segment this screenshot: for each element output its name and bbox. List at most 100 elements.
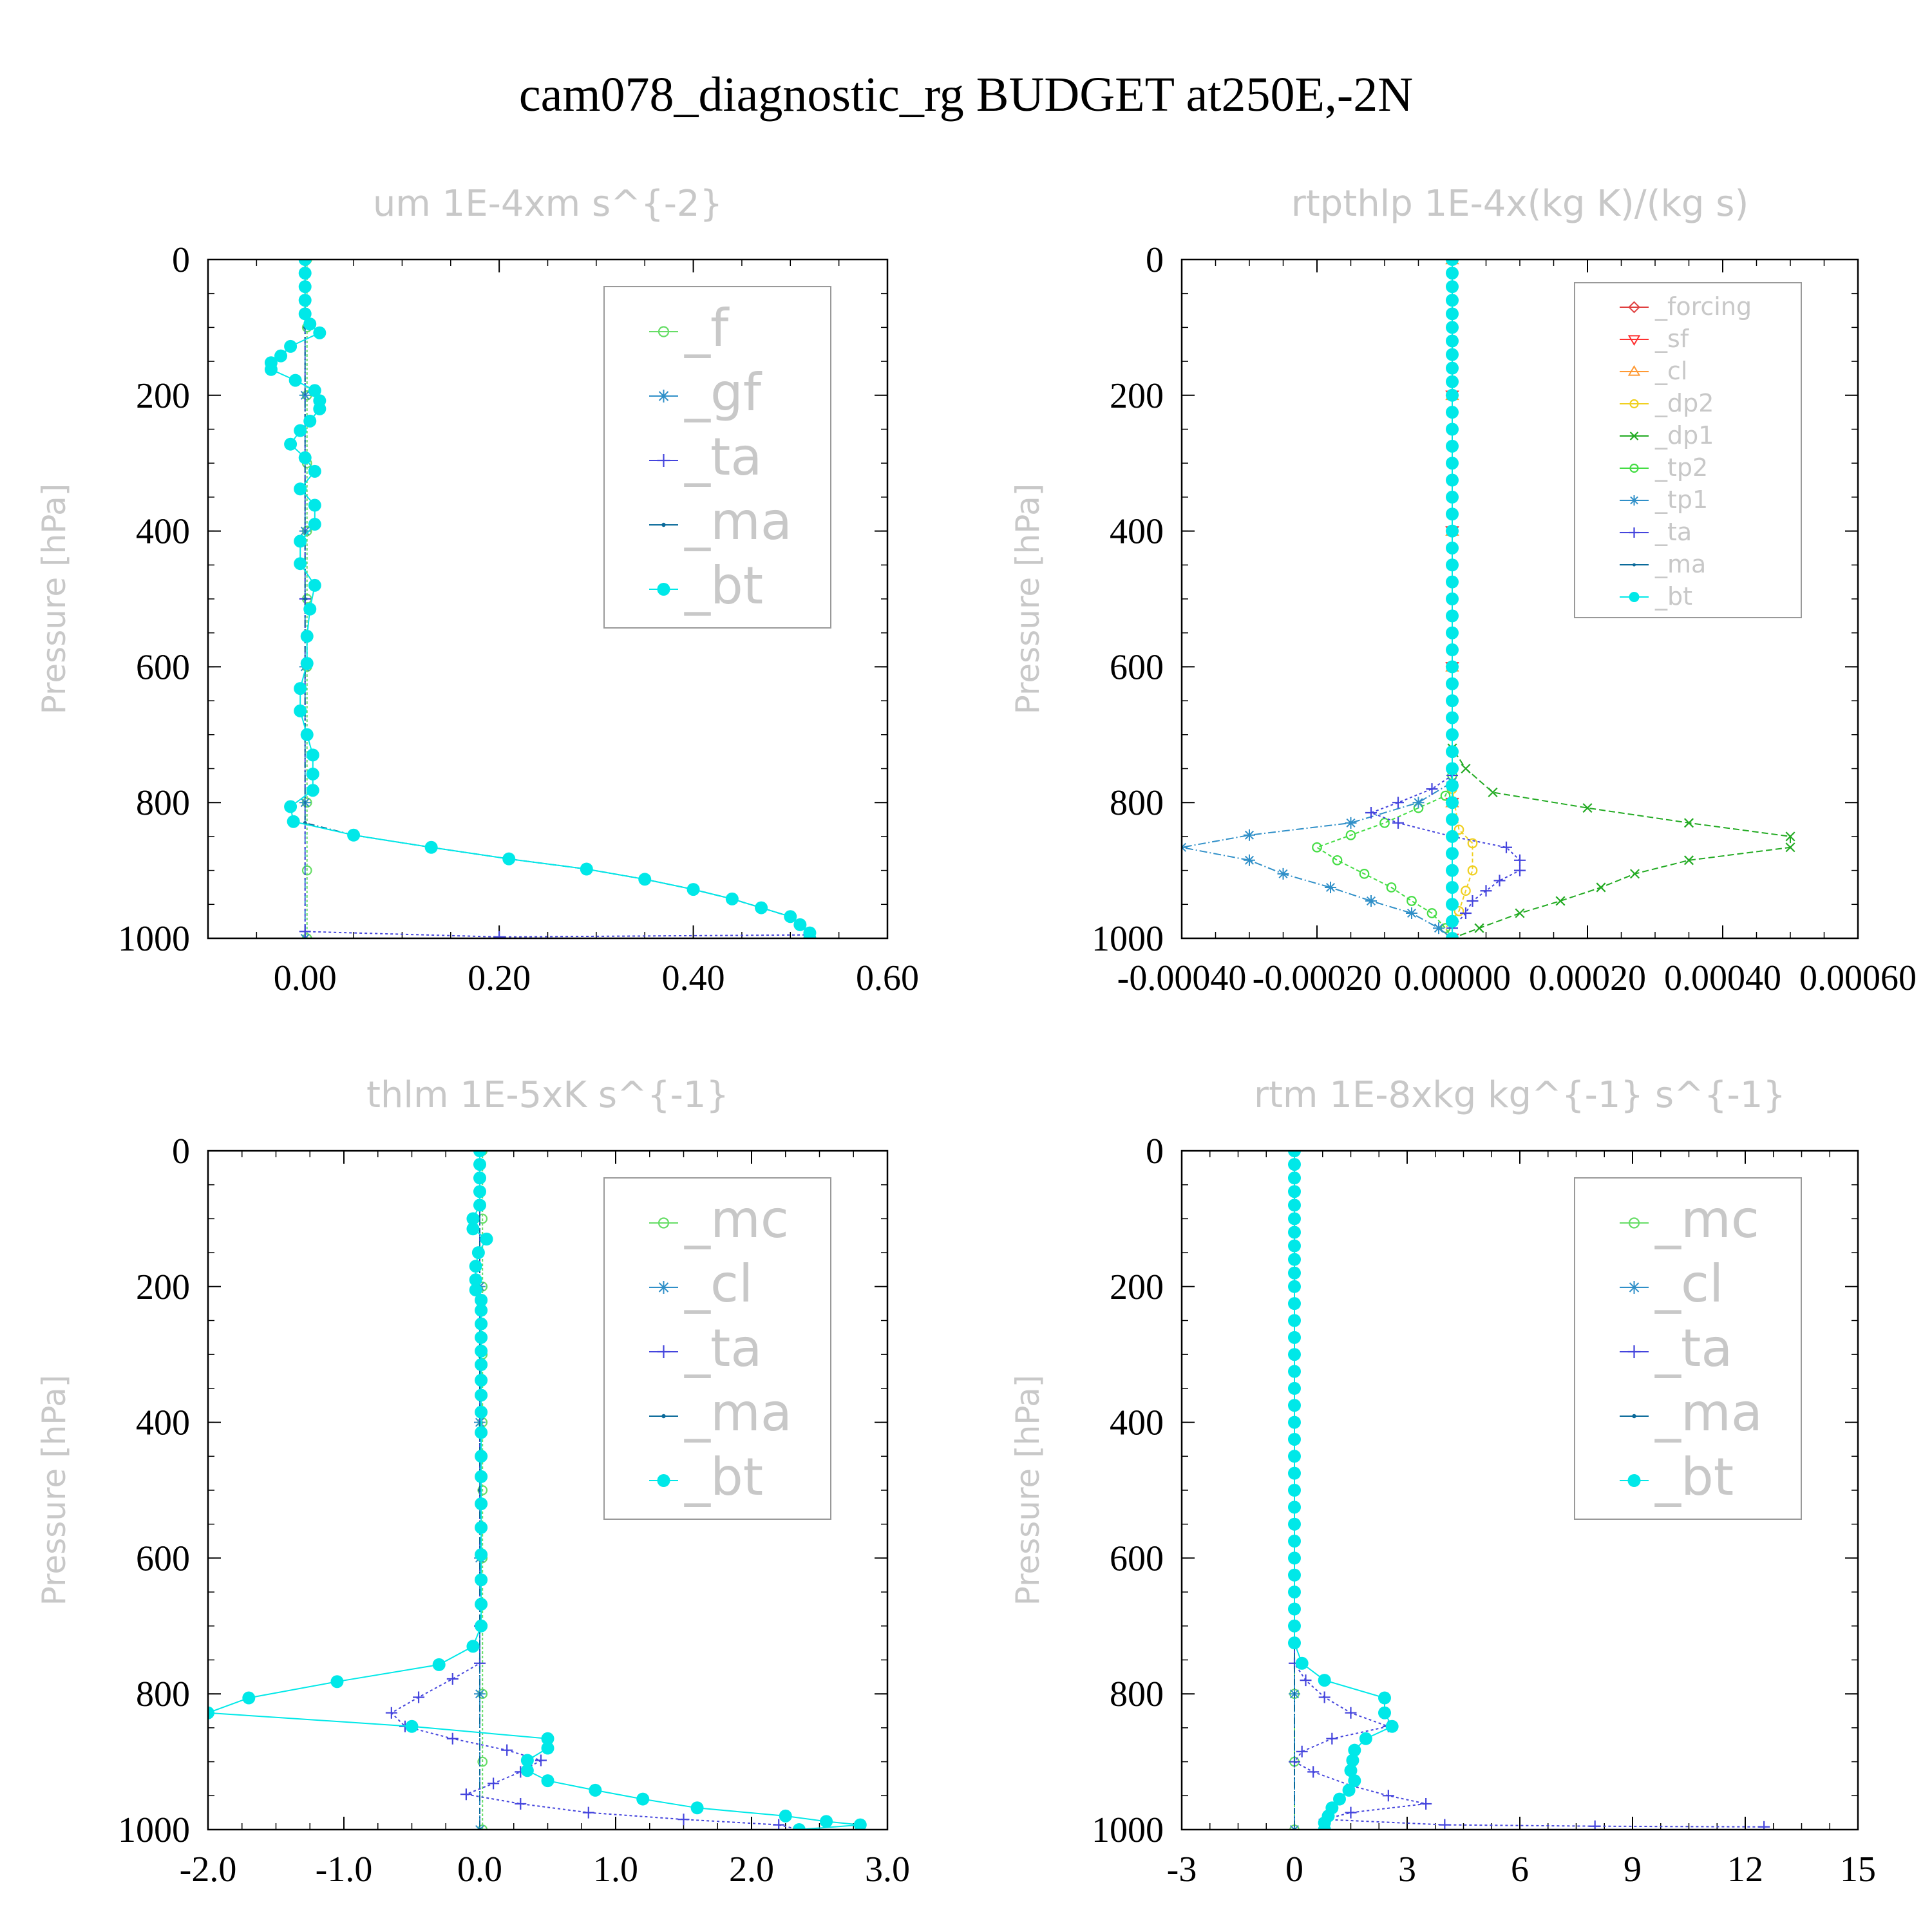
- data-point: [1474, 923, 1484, 933]
- series-group: [264, 260, 817, 938]
- legend-label: _cl: [684, 1254, 753, 1314]
- data-point: [208, 1706, 214, 1719]
- x-tick-label: 15: [1840, 1850, 1876, 1889]
- data-point: [520, 1764, 534, 1777]
- data-point: [1345, 1806, 1357, 1819]
- data-point: [1296, 1745, 1308, 1757]
- data-point: [1426, 783, 1438, 795]
- legend-marker: [1629, 463, 1639, 473]
- y-axis-label: Pressure [hPa]: [1009, 1375, 1046, 1606]
- legend-item-mc: _mc: [649, 1189, 789, 1249]
- data-point: [1446, 711, 1459, 724]
- data-point: [1342, 1783, 1356, 1797]
- legend-item-dp1: _dp1: [1620, 421, 1714, 450]
- x-tick-label: 9: [1624, 1850, 1642, 1889]
- data-point: [1288, 1568, 1301, 1582]
- data-point: [446, 1673, 459, 1685]
- data-point: [541, 1774, 554, 1788]
- data-point: [853, 1818, 867, 1830]
- data-point: [1446, 677, 1459, 690]
- data-point: [466, 1640, 480, 1653]
- x-tick-label: 2.0: [729, 1850, 774, 1889]
- data-point: [300, 728, 314, 741]
- legend-marker: [1632, 1414, 1636, 1419]
- data-point: [1288, 1314, 1301, 1327]
- data-point: [1412, 797, 1425, 809]
- data-point: [475, 1388, 488, 1402]
- data-point: [475, 1293, 488, 1307]
- data-point: [473, 1171, 486, 1185]
- data-point: [475, 1303, 488, 1317]
- data-point: [1446, 575, 1459, 589]
- data-point: [1446, 294, 1459, 307]
- y-tick-label: 0: [1146, 240, 1164, 280]
- data-point: [1446, 864, 1459, 877]
- legend-item-dp2: _dp2: [1620, 389, 1714, 417]
- data-point: [1454, 824, 1464, 835]
- series-bt: [208, 1151, 867, 1830]
- legend: _mc_cl_ta_ma_bt: [603, 1177, 831, 1520]
- data-point: [1515, 908, 1525, 918]
- data-point: [298, 307, 312, 321]
- x-tick-label: 0.00020: [1529, 958, 1646, 998]
- data-point: [1378, 1706, 1391, 1719]
- data-point: [1446, 660, 1459, 674]
- legend-label: _mc: [684, 1189, 789, 1249]
- data-point: [1446, 829, 1459, 843]
- data-point: [1446, 457, 1459, 470]
- data-point: [690, 1801, 704, 1815]
- legend-item-ta: _ta: [649, 427, 762, 487]
- data-point: [1288, 1517, 1301, 1531]
- data-point: [475, 1573, 488, 1587]
- legend-label: _cl: [1654, 357, 1687, 385]
- x-tick-label: 0.00040: [1664, 958, 1781, 998]
- data-point: [1596, 882, 1606, 893]
- data-point: [1446, 847, 1459, 860]
- legend-marker: [1627, 1345, 1641, 1358]
- legend-label: _ma: [1654, 1383, 1763, 1443]
- data-point: [1346, 1754, 1359, 1767]
- data-point: [1420, 1797, 1432, 1810]
- data-point: [469, 1260, 482, 1273]
- data-point: [294, 482, 307, 496]
- data-point: [473, 1151, 486, 1157]
- data-point: [1332, 855, 1343, 866]
- data-point: [1348, 1743, 1361, 1757]
- data-point: [1514, 864, 1526, 876]
- data-point: [475, 1374, 488, 1387]
- data-point: [475, 1358, 488, 1372]
- data-point: [1295, 1656, 1309, 1670]
- data-point: [677, 1814, 690, 1826]
- data-point: [1288, 1450, 1301, 1463]
- legend-marker: [1629, 431, 1639, 440]
- y-tick-label: 400: [1110, 512, 1164, 552]
- data-point: [1446, 422, 1459, 436]
- series-group: [1182, 260, 1795, 938]
- panel-4: rtm 1E-8xkg kg^{-1} s^{-1} Pressure [hPa]…: [1009, 1074, 1876, 1889]
- data-point: [289, 374, 302, 387]
- data-point: [1785, 831, 1795, 842]
- data-point: [1288, 1198, 1301, 1212]
- data-point: [1467, 865, 1478, 876]
- data-point: [1288, 1365, 1301, 1378]
- data-point: [1288, 1381, 1301, 1395]
- plot-frame: [207, 258, 889, 940]
- legend-label: _sf: [1654, 325, 1690, 353]
- data-point: [1488, 787, 1498, 797]
- data-point: [1501, 841, 1512, 853]
- data-point: [298, 280, 312, 294]
- y-tick-label: 600: [136, 1539, 190, 1578]
- data-point: [294, 424, 307, 437]
- series-tp1: [1182, 260, 1458, 938]
- data-point: [1288, 1158, 1301, 1171]
- data-point: [1244, 829, 1255, 841]
- legend-marker: [1628, 301, 1640, 314]
- series-bt: [1288, 1151, 1399, 1830]
- data-point: [1582, 803, 1593, 813]
- data-point: [1288, 1466, 1301, 1480]
- data-point: [638, 873, 652, 886]
- data-point: [779, 1809, 792, 1823]
- legend-marker: [1629, 592, 1640, 602]
- x-tick-label: 0.00: [274, 958, 337, 998]
- data-point: [480, 1233, 493, 1246]
